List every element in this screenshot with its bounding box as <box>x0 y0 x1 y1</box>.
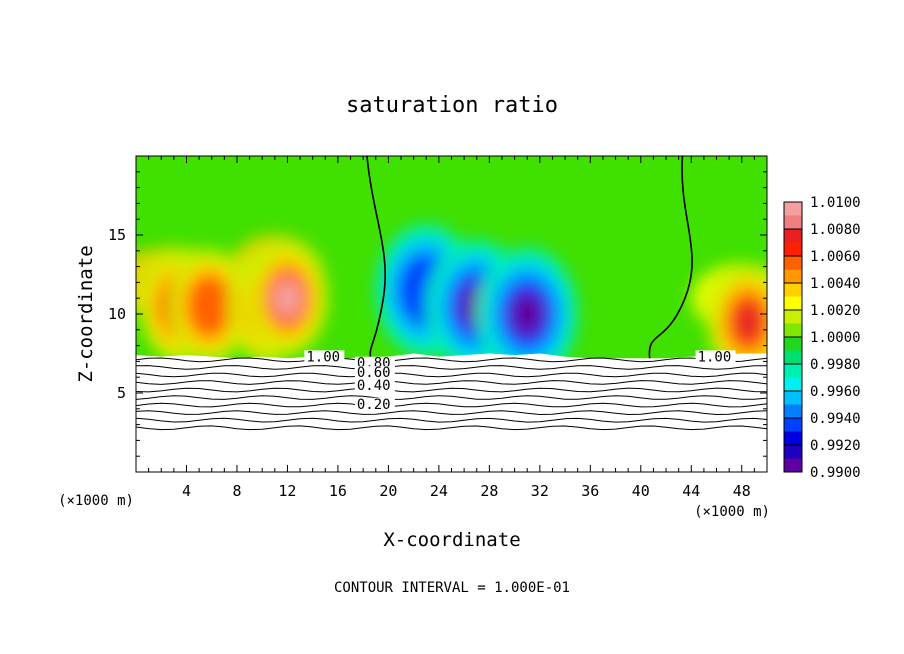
contour-level-line <box>136 365 767 370</box>
y-tick-label: 15 <box>108 226 126 244</box>
boundary-contour-right <box>648 156 693 359</box>
contour-label: 1.00 <box>306 349 340 365</box>
feature-6-band-3 <box>510 291 545 337</box>
contour-level-line <box>136 357 767 363</box>
colorbar-swatch <box>784 404 802 419</box>
contour-label: 0.20 <box>357 397 391 413</box>
contour-level-line <box>136 402 767 408</box>
x-tick-label: 44 <box>682 482 700 500</box>
colorbar-swatch <box>784 350 802 365</box>
contour-label-bg <box>354 378 395 392</box>
colorbar-swatch <box>784 269 802 284</box>
colorbar-swatch <box>784 418 802 432</box>
y-axis: 5 10 15 <box>108 155 767 473</box>
colorbar-swatch <box>784 242 802 257</box>
contour-level-line <box>136 387 767 393</box>
colorbar-label: 1.0100 <box>810 195 861 211</box>
x-tick-label: 28 <box>480 482 498 500</box>
y-axis-label: Z-coordinate <box>75 245 97 382</box>
feature-1-band-3 <box>195 286 223 326</box>
feature-3-band-3 <box>273 278 302 318</box>
x-tick-label: 48 <box>733 482 751 500</box>
contour-label-bg <box>354 366 395 380</box>
x-tick-label: 4 <box>182 482 191 500</box>
contour-level-line <box>136 372 767 378</box>
colorbar-label: 1.0040 <box>810 276 861 292</box>
colorbar-label: 1.0020 <box>810 303 861 319</box>
plot-area: 1.00 1.000.800.600.400.20 <box>136 156 767 472</box>
contour-level-line <box>136 410 767 416</box>
colorbar-swatch <box>784 364 802 378</box>
chart-title: saturation ratio <box>346 93 558 118</box>
contour-level-line <box>136 395 767 400</box>
colorbar-swatch <box>784 202 802 216</box>
x-unit-left: (×1000 m) <box>58 493 134 509</box>
feature-7-band-3 <box>734 302 762 342</box>
y-tick-label: 10 <box>108 305 126 323</box>
colorbar-label: 0.9980 <box>810 357 861 373</box>
x-tick-label: 20 <box>379 482 397 500</box>
contour-level-line <box>136 380 767 385</box>
x-tick-label: 8 <box>232 482 241 500</box>
contour-lines: 1.00 1.000.800.600.400.20 <box>136 156 767 431</box>
x-unit-right: (×1000 m) <box>694 504 770 520</box>
colorbar-swatch <box>784 215 802 230</box>
colorbar-swatch <box>784 323 802 338</box>
colorbar-swatch <box>784 377 802 392</box>
colorbar-label: 1.0000 <box>810 330 861 346</box>
contour-label-bg <box>354 397 395 411</box>
surface-mask <box>136 353 767 472</box>
x-tick-label: 16 <box>329 482 347 500</box>
colorbar-label: 1.0080 <box>810 222 861 238</box>
colorbar-swatch <box>784 458 802 473</box>
x-tick-label: 40 <box>632 482 650 500</box>
colorbar-swatch <box>784 296 802 311</box>
colorbar-swatch <box>784 283 802 297</box>
contour-label: 1.00 <box>698 349 732 365</box>
contour-label: 0.60 <box>357 365 391 381</box>
x-tick-label: 36 <box>581 482 599 500</box>
colorbar-label: 0.9900 <box>810 465 861 481</box>
contour-label: 0.40 <box>357 378 391 394</box>
contour-level-line <box>136 425 767 431</box>
x-axis: 4 8 12 16 20 24 28 32 36 40 44 48 <box>135 156 768 500</box>
boundary-contour-left <box>366 156 386 359</box>
x-tick-label: 24 <box>430 482 448 500</box>
x-tick-label: 32 <box>531 482 549 500</box>
colorbar-swatch <box>784 229 802 243</box>
colorbar-label: 0.9960 <box>810 384 861 400</box>
colorbar-swatch <box>784 337 802 351</box>
y-tick-label: 5 <box>117 384 126 402</box>
x-axis-label: X-coordinate <box>383 529 520 551</box>
colorbar-label: 0.9940 <box>810 411 861 427</box>
colorbar-swatch <box>784 431 802 446</box>
colorbar: 1.0100 1.0080 1.0060 1.0040 1.0020 1.0000 0.99… <box>783 195 861 481</box>
colorbar-swatch <box>784 391 802 405</box>
contour-label-bg <box>695 350 736 364</box>
colorbar-swatch <box>784 310 802 324</box>
colorbar-swatch <box>784 445 802 459</box>
colorbar-label: 0.9920 <box>810 438 861 454</box>
colorbar-label: 1.0060 <box>810 249 861 265</box>
color-field <box>136 223 767 381</box>
contour-interval-note: CONTOUR INTERVAL = 1.000E-01 <box>334 580 570 596</box>
x-tick-label: 12 <box>278 482 296 500</box>
colorbar-swatch <box>784 256 802 270</box>
contour-level-line <box>136 417 767 423</box>
contour-label-bg <box>304 350 345 364</box>
